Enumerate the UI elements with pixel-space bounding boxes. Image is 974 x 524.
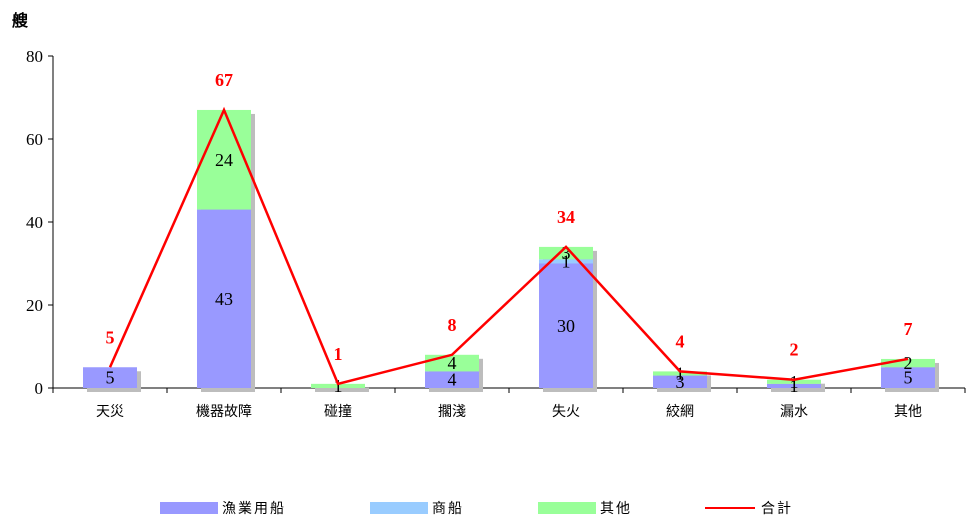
legend-label: 合計 bbox=[761, 501, 793, 517]
y-axis-unit-label: 艘 bbox=[12, 11, 29, 30]
legend-swatch bbox=[160, 502, 218, 514]
legend-swatch bbox=[705, 507, 755, 509]
bar-value-label: 5 bbox=[106, 368, 115, 388]
bar-segment bbox=[539, 259, 593, 264]
x-tick-label: 機器故障 bbox=[196, 404, 252, 420]
bar-value-label: 1 bbox=[334, 376, 343, 396]
bar-segment bbox=[653, 371, 707, 376]
y-tick-label: 60 bbox=[26, 130, 43, 149]
bar-segment bbox=[881, 358, 935, 368]
x-tick-label: 擱淺 bbox=[438, 404, 466, 420]
y-tick-label: 20 bbox=[26, 296, 43, 315]
legend-label: 其他 bbox=[600, 501, 632, 517]
bar-segment bbox=[767, 379, 821, 384]
legend-item: 漁業用船 bbox=[160, 498, 286, 518]
bar-value-label: 1 bbox=[676, 363, 685, 383]
bar-segment bbox=[197, 209, 251, 388]
bar-value-label: 3 bbox=[676, 372, 685, 392]
bar-value-label: 1 bbox=[790, 372, 799, 392]
bar-segment bbox=[425, 371, 479, 388]
total-value-label: 4 bbox=[676, 331, 685, 351]
legend-swatch bbox=[538, 502, 596, 514]
legend-label: 漁業用船 bbox=[222, 501, 286, 517]
bar-segment bbox=[83, 367, 137, 388]
bar-segment bbox=[197, 109, 251, 210]
legend-label: 商船 bbox=[432, 501, 464, 517]
bar-segment bbox=[311, 383, 365, 388]
bar-value-label: 4 bbox=[448, 353, 457, 373]
legend: 漁業用船 商船 其他 合計 bbox=[0, 498, 974, 524]
x-tick-label: 漏水 bbox=[780, 404, 808, 420]
y-tick-label: 0 bbox=[35, 379, 44, 398]
bar-shadow bbox=[315, 387, 369, 392]
bar-value-label: 1 bbox=[790, 376, 799, 396]
bar-value-label: 3 bbox=[562, 243, 571, 263]
bar-segment bbox=[767, 383, 821, 388]
bar-value-label: 5 bbox=[904, 368, 913, 388]
total-value-label: 8 bbox=[448, 315, 457, 335]
bar-value-label: 4 bbox=[448, 370, 457, 390]
bar-segment bbox=[539, 246, 593, 260]
bar-segment bbox=[653, 375, 707, 388]
total-value-label: 67 bbox=[215, 70, 233, 90]
bar-value-label: 1 bbox=[562, 251, 571, 271]
y-tick-label: 40 bbox=[26, 213, 43, 232]
legend-item: 商船 bbox=[370, 498, 464, 518]
bar-segment bbox=[539, 263, 593, 388]
x-tick-label: 碰撞 bbox=[324, 404, 352, 420]
bar-value-label: 2 bbox=[904, 353, 913, 373]
total-line bbox=[108, 106, 909, 386]
x-tick-label: 其他 bbox=[894, 404, 922, 420]
bar-segment bbox=[881, 367, 935, 388]
bar-value-label: 24 bbox=[215, 150, 233, 170]
total-value-label: 1 bbox=[334, 344, 343, 364]
total-value-label: 34 bbox=[557, 207, 575, 227]
legend-swatch bbox=[370, 502, 428, 514]
bar-value-label: 30 bbox=[557, 316, 575, 336]
total-value-label: 2 bbox=[790, 340, 799, 360]
bar-value-label: 43 bbox=[215, 289, 233, 309]
x-tick-label: 失火 bbox=[552, 404, 580, 420]
x-tick-label: 絞網 bbox=[666, 404, 694, 420]
legend-item: 合計 bbox=[705, 498, 793, 518]
total-value-label: 7 bbox=[904, 319, 913, 339]
y-tick-label: 80 bbox=[26, 47, 43, 66]
total-value-label: 5 bbox=[106, 327, 115, 347]
x-tick-label: 天災 bbox=[96, 404, 124, 420]
legend-item: 其他 bbox=[538, 498, 632, 518]
